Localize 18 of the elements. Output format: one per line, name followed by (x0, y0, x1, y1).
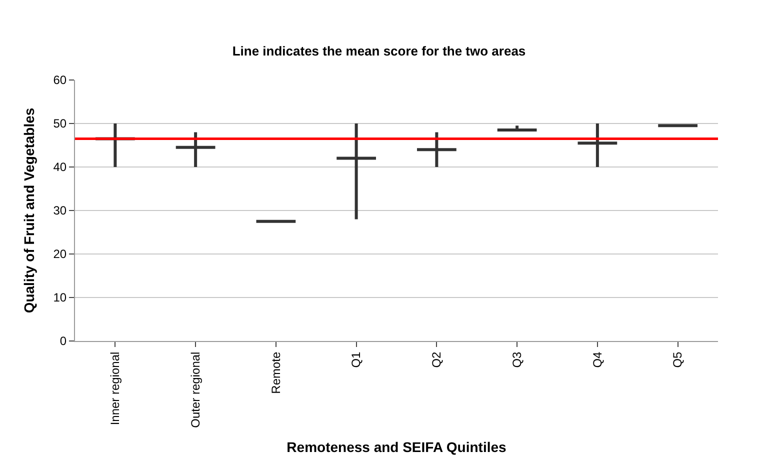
chart-title: Line indicates the mean score for the two areas (232, 44, 526, 59)
y-tick-label: 10 (53, 290, 67, 305)
x-tick-label: Outer regional (188, 352, 202, 428)
y-tick-label: 40 (53, 160, 67, 174)
y-axis-title: Quality of Fruit and Vegetables (20, 108, 37, 314)
y-tick-label: 60 (53, 73, 67, 88)
x-tick-label: Remote (268, 351, 283, 394)
x-tick-label: Q1 (349, 351, 364, 368)
x-tick-label: Q4 (590, 351, 604, 368)
x-tick-label: Q5 (670, 351, 685, 368)
y-tick-label: 0 (60, 334, 67, 348)
x-tick-label: Inner regional (108, 352, 122, 426)
x-axis-title: Remoteness and SEIFA Quintiles (286, 439, 507, 456)
y-tick-label: 20 (53, 247, 67, 262)
y-tick-label: 50 (53, 116, 67, 131)
y-tick-label: 30 (53, 204, 67, 218)
x-tick-label: Q3 (510, 351, 524, 368)
x-tick-label: Q2 (430, 351, 444, 368)
